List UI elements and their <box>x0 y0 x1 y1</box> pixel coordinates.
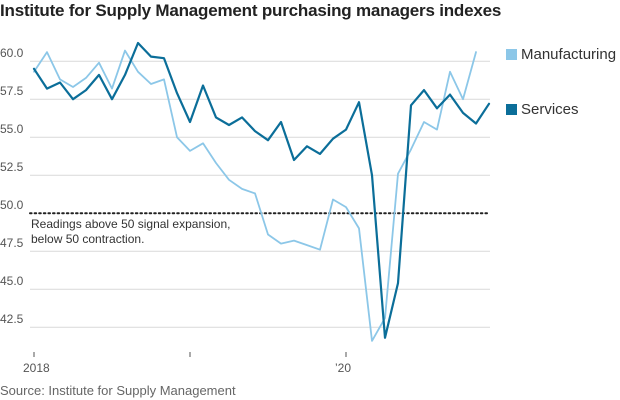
x-axis: 2018 ’20 <box>23 352 351 375</box>
source-note: Source: Institute for Supply Management <box>0 383 236 398</box>
y-tick-label: 60.0 <box>0 46 24 60</box>
y-gridlines: 60.0 57.5 55.0 52.5 50.0 47.5 45.0 42.5 <box>0 46 490 328</box>
series-lines <box>32 41 491 342</box>
legend-label-manufacturing: Manufacturing <box>521 46 616 63</box>
legend: Manufacturing Services <box>506 46 616 118</box>
chart-title: Institute for Supply Management purchasi… <box>0 1 502 20</box>
y-tick-label: 52.5 <box>0 160 24 174</box>
y-tick-label: 55.0 <box>0 122 24 136</box>
y-tick-label: 57.5 <box>0 84 24 98</box>
x-tick-label: 2018 <box>23 361 50 375</box>
x-tick-label: ’20 <box>335 361 351 375</box>
annotation-line: Readings above 50 signal expansion, <box>31 217 230 231</box>
y-tick-label: 45.0 <box>0 274 24 288</box>
series-line-services <box>32 41 491 339</box>
annotation-line: below 50 contraction. <box>31 232 144 246</box>
legend-swatch-services <box>506 104 517 115</box>
legend-label-services: Services <box>521 101 579 118</box>
y-tick-label: 42.5 <box>0 312 24 326</box>
series-line-manufacturing <box>33 49 477 342</box>
annotation: Readings above 50 signal expansion,below… <box>31 217 230 246</box>
y-tick-label: 47.5 <box>0 236 24 250</box>
y-tick-label: 50.0 <box>0 198 24 212</box>
legend-swatch-manufacturing <box>506 49 517 60</box>
